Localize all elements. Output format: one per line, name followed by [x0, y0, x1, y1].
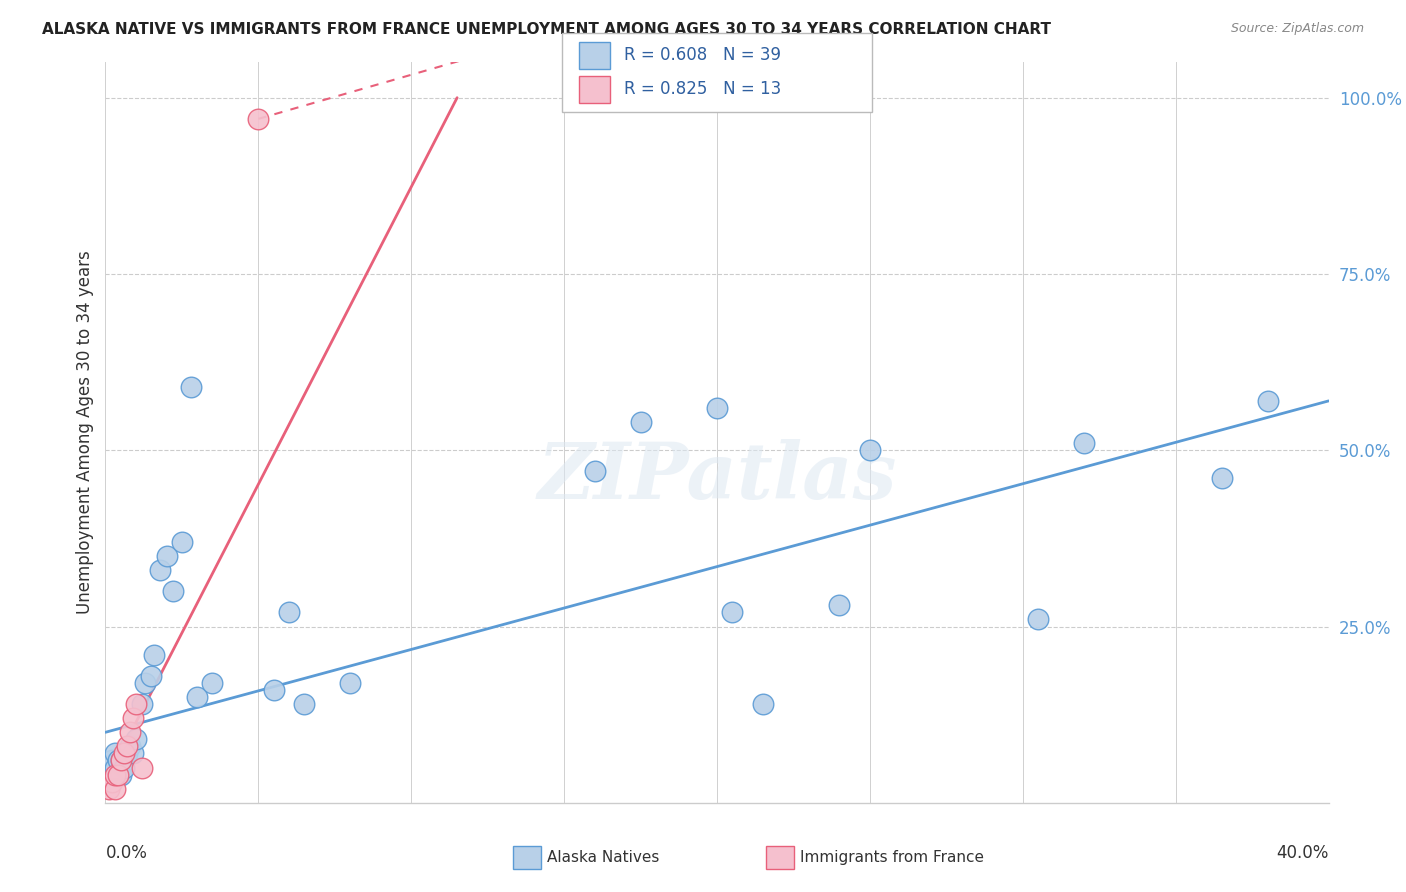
Point — [110, 754, 132, 768]
Point — [721, 606, 744, 620]
Point — [115, 747, 138, 761]
Point — [100, 774, 122, 789]
Point — [104, 781, 127, 796]
Text: 0.0%: 0.0% — [105, 844, 148, 862]
Point — [110, 754, 132, 768]
Point — [170, 535, 193, 549]
Point — [180, 380, 202, 394]
Point — [107, 767, 129, 781]
Text: R = 0.608   N = 39: R = 0.608 N = 39 — [624, 46, 782, 64]
Point — [1211, 471, 1233, 485]
Point — [630, 415, 652, 429]
Point — [131, 760, 153, 774]
Point — [155, 549, 177, 563]
Point — [149, 563, 172, 577]
Point — [278, 606, 301, 620]
Text: ALASKA NATIVE VS IMMIGRANTS FROM FRANCE UNEMPLOYMENT AMONG AGES 30 TO 34 YEARS C: ALASKA NATIVE VS IMMIGRANTS FROM FRANCE … — [42, 22, 1052, 37]
Point — [97, 760, 120, 774]
Text: Alaska Natives: Alaska Natives — [547, 850, 659, 864]
Point — [339, 676, 361, 690]
Text: ZIPatlas: ZIPatlas — [537, 439, 897, 516]
Y-axis label: Unemployment Among Ages 30 to 34 years: Unemployment Among Ages 30 to 34 years — [76, 251, 94, 615]
Point — [122, 747, 145, 761]
Point — [112, 760, 135, 774]
Point — [247, 112, 270, 126]
Text: Immigrants from France: Immigrants from France — [800, 850, 984, 864]
Point — [110, 767, 132, 781]
Point — [118, 739, 141, 754]
Point — [125, 732, 148, 747]
Point — [201, 676, 224, 690]
Point — [1026, 612, 1049, 626]
Point — [104, 747, 127, 761]
Text: R = 0.825   N = 13: R = 0.825 N = 13 — [624, 80, 782, 98]
Point — [100, 754, 122, 768]
Point — [115, 739, 138, 754]
Point — [859, 443, 882, 458]
Text: 40.0%: 40.0% — [1277, 844, 1329, 862]
Point — [1073, 436, 1095, 450]
Point — [186, 690, 208, 704]
Point — [107, 754, 129, 768]
Point — [131, 697, 153, 711]
Point — [292, 697, 315, 711]
Point — [125, 697, 148, 711]
Point — [141, 669, 163, 683]
Point — [752, 697, 775, 711]
Text: Source: ZipAtlas.com: Source: ZipAtlas.com — [1230, 22, 1364, 36]
Point — [162, 584, 184, 599]
Point — [112, 747, 135, 761]
Point — [100, 767, 122, 781]
Point — [143, 648, 166, 662]
Point — [104, 767, 127, 781]
Point — [828, 599, 851, 613]
Point — [1256, 393, 1278, 408]
Point — [263, 683, 285, 698]
Point — [134, 676, 156, 690]
Point — [97, 781, 120, 796]
Point — [583, 464, 606, 478]
Point — [118, 725, 141, 739]
Point — [104, 760, 127, 774]
Point — [706, 401, 728, 415]
Point — [122, 711, 145, 725]
